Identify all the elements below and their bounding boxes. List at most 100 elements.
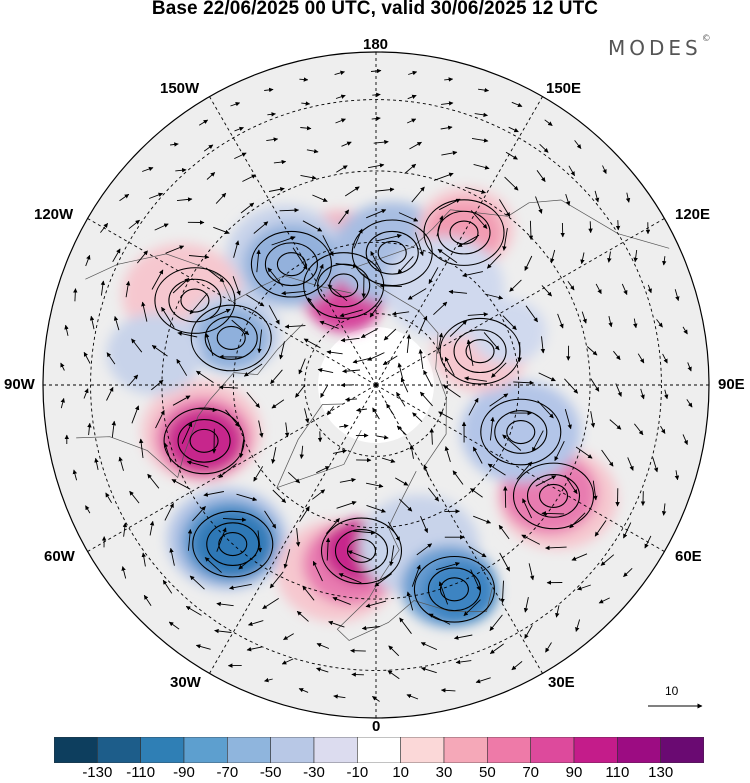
- wind-vector: [607, 251, 612, 263]
- wind-vector: [350, 648, 366, 653]
- wind-vector: [457, 234, 480, 248]
- wind-vector: [189, 293, 208, 315]
- wind-vector: [444, 356, 455, 376]
- wind-vector: [181, 422, 193, 444]
- wind-vector: [453, 634, 473, 640]
- wind-vector: [151, 345, 168, 357]
- wind-vector: [253, 221, 269, 234]
- wind-vector: [234, 152, 247, 160]
- wind-vector: [470, 569, 481, 591]
- wind-vector: [575, 446, 593, 459]
- wind-vector: [203, 491, 224, 497]
- wind-vector: [613, 350, 621, 361]
- wind-vector: [128, 374, 139, 386]
- lon-label-left: 90W: [4, 376, 35, 393]
- colorbar-swatch: [270, 737, 315, 763]
- colorbar-swatch: [530, 737, 575, 763]
- wind-vector: [303, 338, 321, 349]
- wind-vector: [268, 187, 285, 192]
- wind-vector: [236, 493, 258, 502]
- wind-vector: [532, 430, 544, 452]
- wind-vector: [281, 658, 294, 665]
- wind-vector: [264, 87, 274, 93]
- wind-vector: [416, 543, 433, 556]
- wind-vector: [339, 423, 349, 429]
- contour-line: [192, 510, 274, 578]
- wind-vector: [100, 223, 109, 233]
- contour-line: [480, 398, 562, 466]
- colorbar-tick-label: 90: [565, 764, 583, 781]
- wind-vector: [366, 209, 387, 219]
- wind-vector: [264, 510, 277, 529]
- wind-vector: [312, 560, 323, 582]
- anomaly-blob: [166, 408, 243, 474]
- wind-vector: [448, 289, 468, 295]
- wind-vector: [567, 281, 575, 291]
- wind-vector: [505, 151, 518, 160]
- wind-vector: [662, 353, 668, 364]
- wind-vector: [406, 591, 414, 611]
- contour-line: [439, 577, 469, 602]
- wind-vector: [344, 186, 360, 197]
- wind-vector: [371, 116, 381, 121]
- wind-vector: [536, 170, 546, 182]
- wind-vector: [338, 573, 362, 584]
- wind-vector: [284, 422, 290, 438]
- wind-vector: [550, 249, 556, 264]
- wind-vector: [327, 284, 348, 302]
- wind-vector: [283, 633, 294, 641]
- wind-vector: [148, 192, 164, 199]
- latitude-circle: [90, 99, 662, 671]
- contour-line: [506, 420, 536, 445]
- wind-vector: [660, 425, 666, 434]
- wind-vector: [537, 400, 554, 419]
- wind-vector: [541, 285, 552, 297]
- wind-vector: [269, 571, 284, 589]
- contour-line: [206, 522, 260, 566]
- contour-line: [204, 316, 258, 360]
- wind-vector: [682, 434, 688, 446]
- wind-vector: [400, 377, 409, 393]
- wind-vector: [304, 408, 310, 424]
- wind-vector: [545, 545, 567, 551]
- wind-vector: [351, 530, 376, 535]
- wind-vector: [470, 488, 483, 498]
- wind-vector: [522, 498, 533, 519]
- wind-vector: [232, 276, 241, 296]
- wind-vector: [396, 391, 406, 407]
- wind-vector: [118, 456, 124, 471]
- wind-vector: [491, 362, 507, 378]
- wind-vector: [535, 196, 543, 214]
- wind-vector: [423, 370, 433, 388]
- wind-vector: [513, 380, 535, 386]
- wind-vector: [270, 369, 283, 385]
- wind-vector: [185, 606, 202, 616]
- colorbar-swatch: [617, 737, 661, 763]
- lon-label-right: 90E: [718, 376, 745, 393]
- wind-vector: [336, 165, 348, 173]
- wind-vector: [441, 101, 454, 106]
- colorbar-tick-label: -90: [173, 764, 195, 781]
- wind-vector: [372, 696, 380, 702]
- colorbar-swatch: [313, 737, 358, 763]
- wind-vector: [418, 349, 424, 370]
- wind-vector: [169, 547, 175, 566]
- wind-vector: [307, 297, 321, 316]
- wind-vector: [595, 283, 602, 295]
- lon-label-60e: 60E: [675, 548, 702, 565]
- wind-vector: [316, 643, 330, 649]
- contour-line: [216, 325, 246, 350]
- wind-vector: [473, 515, 492, 524]
- wind-vector: [504, 176, 519, 191]
- wind-vector: [272, 489, 287, 503]
- wind-vector: [246, 294, 265, 307]
- wind-vector: [441, 150, 458, 156]
- wind-vector: [535, 475, 557, 487]
- wind-vector: [192, 506, 206, 522]
- wind-vector: [407, 288, 427, 300]
- wind-vector: [246, 646, 262, 652]
- colorbar-swatch: [660, 737, 704, 763]
- wind-vector: [564, 474, 578, 494]
- wind-vector: [489, 416, 495, 441]
